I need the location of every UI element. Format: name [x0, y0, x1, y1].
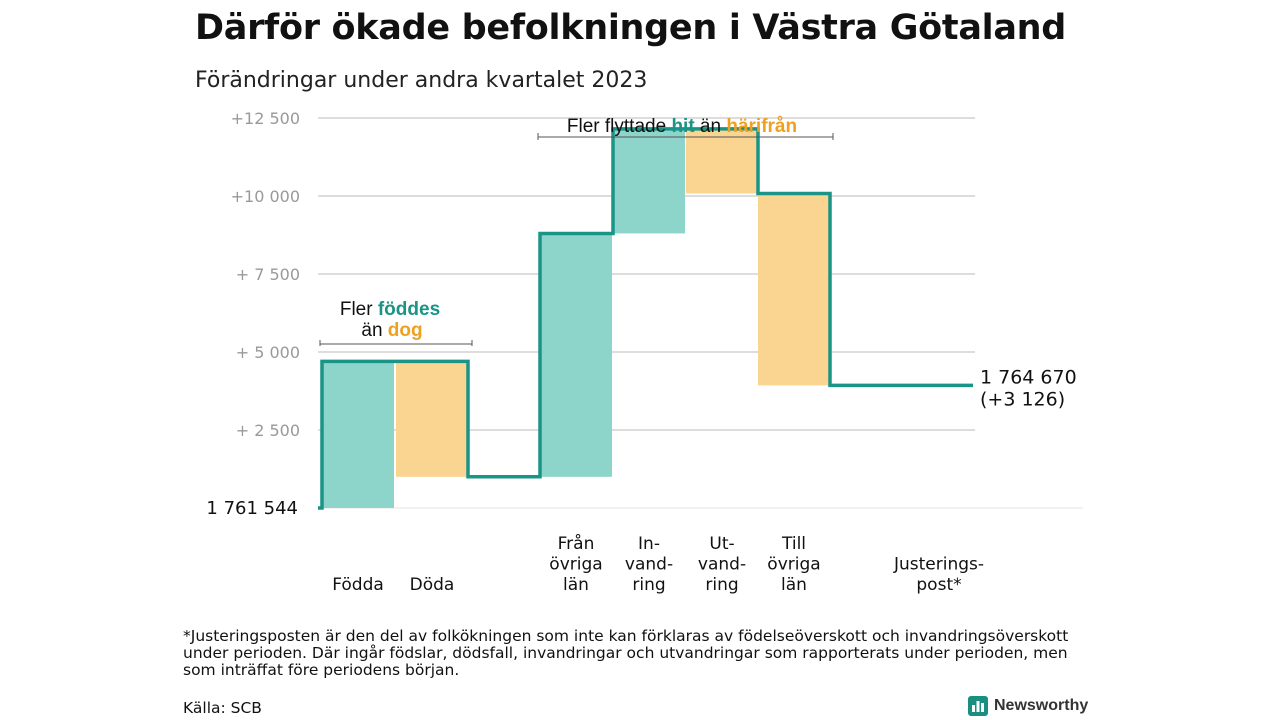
annotation-part: än: [695, 116, 727, 137]
x-category-label: In-: [638, 534, 660, 554]
x-category-label: vand-: [625, 555, 673, 575]
annotation-text: Fler flyttade hit än härifrån: [567, 116, 797, 137]
chart-subtitle: Förändringar under andra kvartalet 2023: [195, 68, 648, 93]
x-category-label: ring: [632, 575, 665, 595]
x-category-label: län: [781, 575, 807, 595]
bar-döda: [396, 361, 468, 477]
y-tick-label: +10 000: [231, 187, 300, 206]
x-category-label: vand-: [698, 555, 746, 575]
bar-tillövrigalän: [758, 193, 830, 386]
x-category-label: post*: [916, 575, 961, 595]
brand-name: Newsworthy: [994, 697, 1089, 714]
annotation-bracket-natural: [319, 340, 473, 346]
annotation-part: Fler flyttade: [567, 116, 672, 137]
annotation-text: än dog: [361, 320, 422, 341]
annotation-part: Fler: [340, 299, 378, 320]
annotation-part: härifrån: [726, 116, 797, 137]
y-tick-label: + 7 500: [236, 265, 300, 284]
newsworthy-bars-icon: [968, 696, 988, 716]
source-note: Källa: SCB: [183, 699, 262, 717]
x-category-label: Födda: [332, 575, 384, 595]
annotation-part: föddes: [378, 299, 440, 320]
x-category-label: Till: [781, 534, 806, 554]
annotation-part: än: [361, 320, 387, 341]
footnote: *Justeringsposten är den del av folkökni…: [183, 627, 1069, 679]
x-category-label: övriga: [549, 555, 602, 575]
chart-title: Därför ökade befolkningen i Västra Götal…: [195, 8, 1067, 48]
x-category-label: övriga: [767, 555, 820, 575]
x-category-label: Döda: [410, 575, 455, 595]
brand-logo[interactable]: Newsworthy: [968, 696, 1088, 716]
waterfall-chart: +12 500 +10 000 + 7 500 + 5 000 + 2 500 1 761…: [206, 109, 1083, 595]
x-category-label: län: [563, 575, 589, 595]
final-change-label: (+3 126): [980, 388, 1065, 410]
annotation-part: dog: [388, 320, 423, 341]
x-category-label: Justerings-: [893, 555, 984, 575]
annotation-bracket-migration: [537, 133, 834, 140]
bar-frånövrigalän: [540, 233, 612, 477]
bar-invandring: [613, 128, 685, 234]
y-tick-label: + 5 000: [236, 343, 300, 362]
annotation-part: hit: [671, 116, 695, 137]
x-category-label: Ut-: [709, 534, 734, 554]
bar-födda: [322, 361, 394, 508]
y-tick-label: +12 500: [231, 109, 300, 128]
cumulative-step-line: [318, 127, 973, 510]
final-value-label: 1 764 670: [980, 366, 1077, 388]
baseline-label: 1 761 544: [206, 498, 298, 519]
x-category-label: ring: [705, 575, 738, 595]
annotation-text: Fler föddes: [340, 299, 440, 320]
x-category-label: Från: [558, 533, 595, 554]
y-tick-label: + 2 500: [236, 421, 300, 440]
bar-utvandring: [686, 128, 758, 194]
